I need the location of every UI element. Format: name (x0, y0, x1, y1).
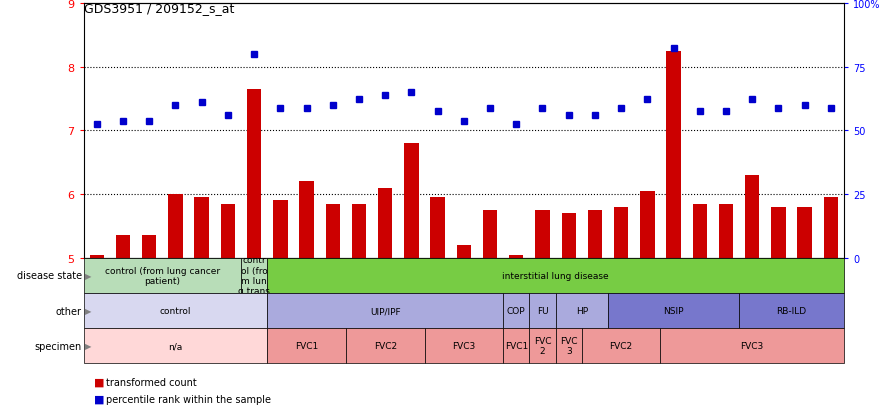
Bar (352, 204, 366, 258)
Bar (267, 328, 346, 363)
Bar (666, 52, 681, 258)
Text: control (from lung cancer
patient): control (from lung cancer patient) (105, 266, 220, 285)
Bar (640, 192, 655, 258)
Bar (456, 245, 471, 258)
Bar (84, 258, 241, 293)
Text: FVC
3: FVC 3 (560, 336, 577, 356)
Text: ▶: ▶ (85, 306, 91, 315)
Bar (529, 293, 556, 328)
Bar (614, 207, 628, 258)
Bar (581, 328, 661, 363)
Text: FVC1: FVC1 (505, 342, 528, 350)
Bar (503, 328, 529, 363)
Text: other: other (56, 306, 82, 316)
Bar (115, 236, 130, 258)
Bar (247, 90, 262, 258)
Bar (739, 293, 844, 328)
Text: ▶: ▶ (85, 342, 91, 350)
Text: percentile rank within the sample: percentile rank within the sample (106, 394, 270, 404)
Text: specimen: specimen (34, 341, 82, 351)
Text: ■: ■ (94, 377, 105, 387)
Text: FVC2: FVC2 (374, 342, 396, 350)
Text: FVC
2: FVC 2 (534, 336, 552, 356)
Bar (509, 255, 523, 258)
Bar (556, 328, 581, 363)
Bar (220, 204, 235, 258)
Text: FVC1: FVC1 (295, 342, 318, 350)
Bar (561, 214, 576, 258)
Bar (797, 207, 812, 258)
Text: FVC3: FVC3 (741, 342, 764, 350)
Bar (241, 258, 267, 293)
Bar (692, 204, 707, 258)
Text: ■: ■ (94, 394, 105, 404)
Bar (431, 198, 445, 258)
Bar (267, 258, 844, 293)
Text: FVC2: FVC2 (610, 342, 633, 350)
Bar (168, 195, 182, 258)
Bar (84, 293, 267, 328)
Text: FU: FU (537, 306, 548, 315)
Bar (142, 236, 157, 258)
Text: NSIP: NSIP (663, 306, 684, 315)
Bar (195, 198, 209, 258)
Bar (300, 182, 314, 258)
Text: transformed count: transformed count (106, 377, 196, 387)
Bar (588, 211, 602, 258)
Text: COP: COP (507, 306, 526, 315)
Bar (404, 144, 418, 258)
Bar (483, 211, 497, 258)
Bar (608, 293, 739, 328)
Bar (771, 207, 786, 258)
Bar (425, 328, 503, 363)
Bar (661, 328, 844, 363)
Bar (503, 293, 529, 328)
Text: interstitial lung disease: interstitial lung disease (502, 271, 609, 280)
Text: control: control (159, 306, 191, 315)
Bar (84, 328, 267, 363)
Text: disease state: disease state (17, 271, 82, 281)
Bar (346, 328, 425, 363)
Text: contr
ol (fro
m lun
g trans: contr ol (fro m lun g trans (238, 256, 270, 296)
Bar (556, 293, 608, 328)
Bar (326, 204, 340, 258)
Bar (529, 328, 556, 363)
Text: FVC3: FVC3 (452, 342, 476, 350)
Text: RB-ILD: RB-ILD (776, 306, 807, 315)
Bar (536, 211, 550, 258)
Text: UIP/IPF: UIP/IPF (370, 306, 401, 315)
Bar (90, 255, 104, 258)
Text: GDS3951 / 209152_s_at: GDS3951 / 209152_s_at (84, 2, 234, 15)
Text: ▶: ▶ (85, 271, 91, 280)
Text: n/a: n/a (168, 342, 182, 350)
Bar (824, 198, 838, 258)
Text: HP: HP (576, 306, 588, 315)
Bar (745, 176, 759, 258)
Bar (719, 204, 733, 258)
Bar (267, 293, 503, 328)
Bar (273, 201, 287, 258)
Bar (378, 188, 392, 258)
